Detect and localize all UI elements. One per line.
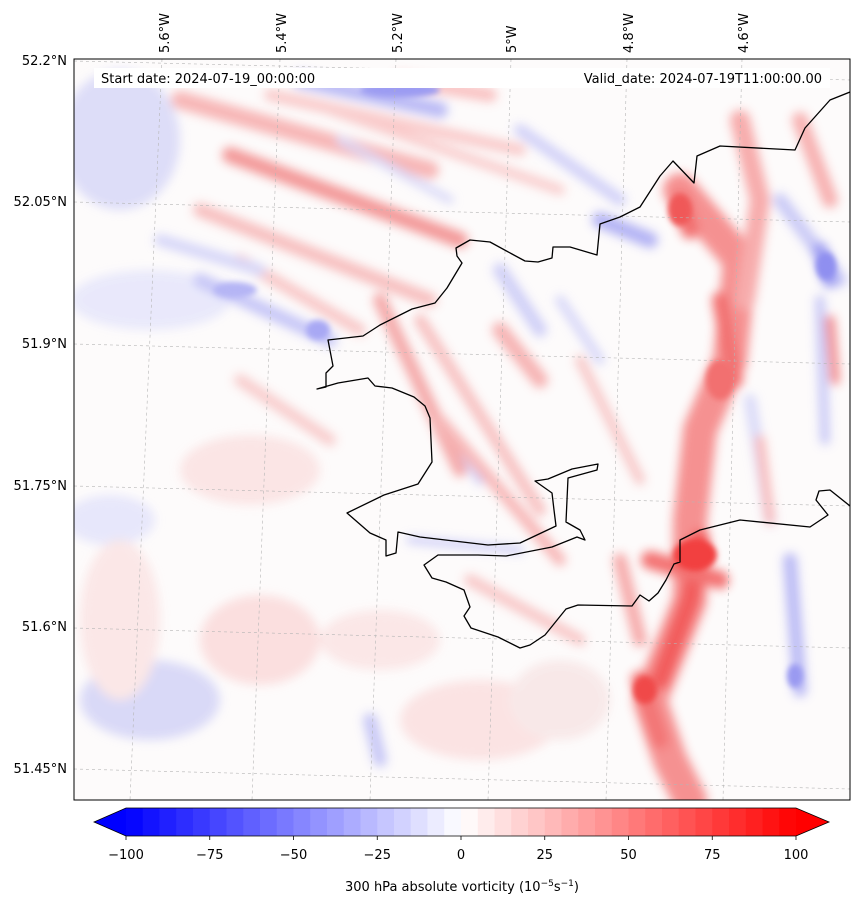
colorbar-bin: [611, 808, 630, 836]
colorbar-bin: [276, 808, 295, 836]
colorbar-bin: [561, 808, 579, 836]
colorbar-bin: [695, 808, 713, 836]
colorbar-bin: [578, 808, 596, 836]
colorbar-tick-label: −75: [196, 848, 223, 863]
colorbar-bin: [494, 808, 512, 836]
colorbar-bin: [243, 808, 261, 836]
colorbar-extend-high: [796, 808, 829, 836]
colorbar-bin: [126, 808, 144, 836]
colorbar-tick-label: −25: [364, 848, 391, 863]
colorbar-bin: [544, 808, 563, 836]
latitude-tick: 51.45°N: [14, 762, 67, 777]
colorbar-bin: [193, 808, 211, 836]
latitude-tick: 51.9°N: [22, 337, 67, 352]
colorbar-bin: [762, 808, 780, 836]
longitude-tick: 5°W: [505, 25, 520, 53]
colorbar-bin: [360, 808, 378, 836]
colorbar-label-exp2: −1: [561, 879, 574, 889]
colorbar-tick-label: 25: [536, 848, 553, 863]
longitude-axis: 5.6°W 5.4°W 5.2°W 5°W 4.8°W 4.6°W: [158, 13, 752, 53]
colorbar-tick-label: 0: [457, 848, 465, 863]
colorbar-bin: [729, 808, 747, 836]
longitude-tick: 5.6°W: [158, 13, 173, 53]
colorbar-bin: [327, 808, 345, 836]
longitude-tick: 4.6°W: [737, 13, 752, 53]
colorbar-bin: [662, 808, 680, 836]
colorbar-bins: [126, 808, 797, 836]
colorbar-extend-low: [94, 808, 126, 836]
colorbar-bin: [528, 808, 546, 836]
colorbar-tick-label: −50: [280, 848, 307, 863]
colorbar-bin: [209, 808, 228, 836]
colorbar-tick-label: 100: [784, 848, 809, 863]
colorbar-bin: [678, 808, 697, 836]
colorbar-bin: [477, 808, 496, 836]
longitude-tick: 4.8°W: [622, 13, 637, 53]
colorbar-bin: [427, 808, 445, 836]
colorbar-bin: [293, 808, 311, 836]
start-date-label: Start date: 2024-07-19_00:00:00: [101, 72, 315, 87]
colorbar-bin: [645, 808, 663, 836]
colorbar-bin: [343, 808, 362, 836]
longitude-tick: 5.2°W: [391, 13, 406, 53]
colorbar-label-main: 300 hPa absolute vorticity (10: [345, 880, 541, 895]
colorbar-label: 300 hPa absolute vorticity (10−5s−1): [345, 879, 579, 895]
latitude-tick: 52.05°N: [14, 195, 67, 210]
colorbar-bin: [712, 808, 730, 836]
header-banner: [94, 68, 830, 88]
colorbar-bin: [226, 808, 244, 836]
colorbar-bin: [176, 808, 194, 836]
colorbar-bin: [142, 808, 161, 836]
colorbar-bin: [779, 808, 797, 836]
colorbar-bin: [310, 808, 328, 836]
latitude-axis: 52.2°N 52.05°N 51.9°N 51.75°N 51.6°N 51.…: [14, 54, 67, 777]
colorbar-bin: [394, 808, 412, 836]
colorbar-bin: [410, 808, 429, 836]
colorbar-bin: [628, 808, 646, 836]
colorbar-bin: [511, 808, 529, 836]
colorbar-tick-label: 75: [704, 848, 721, 863]
colorbar-bin: [159, 808, 177, 836]
coastline: [316, 91, 850, 649]
latitude-tick: 51.6°N: [22, 620, 67, 635]
longitude-tick: 5.4°W: [275, 13, 290, 53]
latitude-tick: 52.2°N: [22, 54, 67, 69]
colorbar-ticks: −100 −75 −50 −25 0 25 50 75 100: [108, 836, 808, 863]
colorbar-label-exp1: −5: [541, 879, 554, 889]
colorbar-label-end: ): [574, 880, 579, 895]
map-gridlines: [74, 59, 850, 800]
colorbar-bin: [377, 808, 395, 836]
colorbar-tick-label: −100: [108, 848, 144, 863]
colorbar-bin: [461, 808, 479, 836]
colorbar-tick-label: 50: [620, 848, 637, 863]
map-frame: [73, 58, 851, 801]
colorbar-bin: [595, 808, 613, 836]
vorticity-field: [74, 70, 847, 800]
colorbar-bin: [444, 808, 462, 836]
colorbar: −100 −75 −50 −25 0 25 50 75 100 300 hPa absolute…: [93, 807, 831, 895]
valid-date-label: Valid_date: 2024-07-19T11:00:00.00: [584, 72, 822, 87]
colorbar-bin: [745, 808, 764, 836]
colorbar-label-mid: s: [554, 880, 561, 895]
latitude-tick: 51.75°N: [14, 479, 67, 494]
colorbar-bin: [260, 808, 278, 836]
